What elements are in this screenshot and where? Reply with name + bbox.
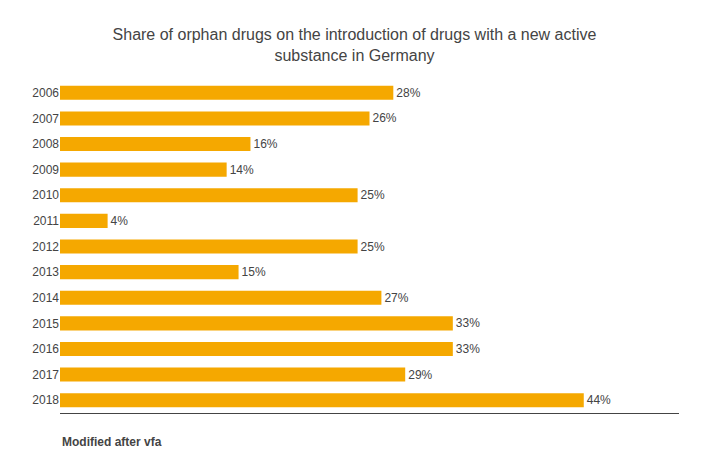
svg-text:2015: 2015 xyxy=(32,317,59,331)
svg-text:33%: 33% xyxy=(456,342,480,356)
svg-text:4%: 4% xyxy=(111,214,129,228)
svg-text:26%: 26% xyxy=(373,111,397,125)
svg-text:2012: 2012 xyxy=(32,240,59,254)
svg-text:2008: 2008 xyxy=(32,137,59,151)
svg-text:16%: 16% xyxy=(253,137,277,151)
svg-text:2006: 2006 xyxy=(32,86,59,100)
svg-text:28%: 28% xyxy=(396,86,420,100)
svg-text:2013: 2013 xyxy=(32,265,59,279)
svg-text:2011: 2011 xyxy=(33,214,59,228)
svg-text:25%: 25% xyxy=(361,240,385,254)
svg-text:27%: 27% xyxy=(384,291,408,305)
svg-text:Modified after vfa: Modified after vfa xyxy=(62,435,162,449)
svg-text:2014: 2014 xyxy=(32,291,59,305)
svg-text:2010: 2010 xyxy=(32,188,59,202)
svg-text:2007: 2007 xyxy=(32,112,59,126)
svg-text:2016: 2016 xyxy=(32,342,59,356)
svg-text:33%: 33% xyxy=(456,316,480,330)
svg-text:Share of orphan drugs on the i: Share of orphan drugs on the introductio… xyxy=(113,26,597,64)
svg-text:25%: 25% xyxy=(361,188,385,202)
svg-text:44%: 44% xyxy=(587,393,611,407)
svg-text:2009: 2009 xyxy=(32,163,59,177)
svg-text:14%: 14% xyxy=(230,163,254,177)
svg-text:2018: 2018 xyxy=(32,393,59,407)
svg-text:29%: 29% xyxy=(408,368,432,382)
svg-text:15%: 15% xyxy=(242,265,266,279)
svg-text:2017: 2017 xyxy=(32,368,59,382)
